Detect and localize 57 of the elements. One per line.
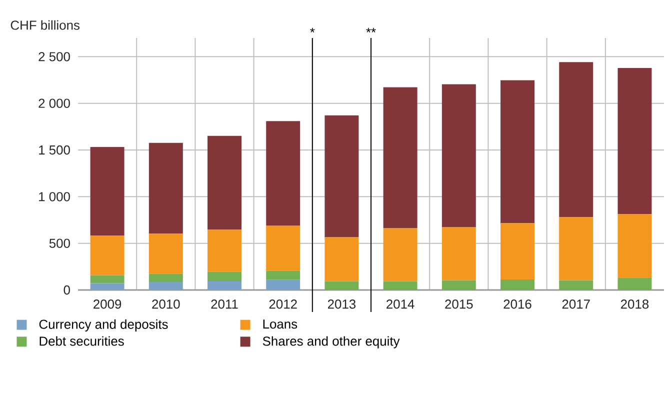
bar <box>90 147 124 236</box>
y-axis-title: CHF billions <box>10 20 80 30</box>
bar <box>148 282 183 290</box>
bar <box>442 84 476 228</box>
bar <box>559 280 594 290</box>
bar <box>208 230 242 272</box>
bar <box>383 281 418 290</box>
x-tick-label: 2018 <box>620 300 649 309</box>
bar <box>208 272 242 281</box>
bar <box>148 234 183 274</box>
bar <box>618 68 652 214</box>
bar <box>324 237 359 282</box>
text: ** <box>366 28 376 32</box>
bar <box>324 115 359 238</box>
bar <box>90 283 124 290</box>
bar <box>500 280 534 290</box>
bar <box>500 223 534 280</box>
bar <box>266 280 300 290</box>
legend-label: Debt securities <box>40 336 124 346</box>
x-tick-label: 2016 <box>504 300 532 309</box>
bar <box>383 87 418 228</box>
y-tick-label: 1 500 <box>39 145 70 155</box>
bar <box>266 121 300 226</box>
y-tick-label: 2 500 <box>38 52 70 62</box>
x-tick-label: 2015 <box>445 300 473 309</box>
x-tick-label: 2011 <box>211 300 238 309</box>
x-tick-label: 2014 <box>386 300 414 309</box>
bar <box>324 281 359 290</box>
x-tick-label: 2009 <box>94 300 122 309</box>
y-tick-label: 2 000 <box>38 98 70 108</box>
x-tick-label: 2012 <box>269 300 297 309</box>
bar <box>618 214 652 278</box>
legend-label: Loans <box>263 320 298 329</box>
bar <box>559 62 594 218</box>
legend-label: Currency and deposits <box>39 319 168 332</box>
x-tick-label: 2017 <box>562 300 590 309</box>
bar <box>442 280 476 290</box>
bar <box>90 236 124 276</box>
x-tick-label: 2010 <box>152 300 180 309</box>
bar <box>442 227 476 280</box>
text: * <box>310 28 315 32</box>
bar <box>559 217 594 280</box>
bar <box>618 278 652 290</box>
bar <box>208 136 242 230</box>
bar <box>208 280 242 290</box>
bar <box>266 226 300 271</box>
x-tick-label: 2013 <box>328 300 356 309</box>
bar <box>266 270 300 280</box>
y-tick-label: 0 <box>64 285 70 295</box>
legend-label: Shares and other equity <box>262 336 400 348</box>
bar <box>500 80 534 224</box>
bar <box>148 274 183 282</box>
bar <box>148 142 183 234</box>
bar <box>383 228 418 282</box>
y-tick-label: 1 000 <box>39 192 70 202</box>
bar <box>90 275 124 284</box>
y-tick-label: 500 <box>49 238 70 248</box>
